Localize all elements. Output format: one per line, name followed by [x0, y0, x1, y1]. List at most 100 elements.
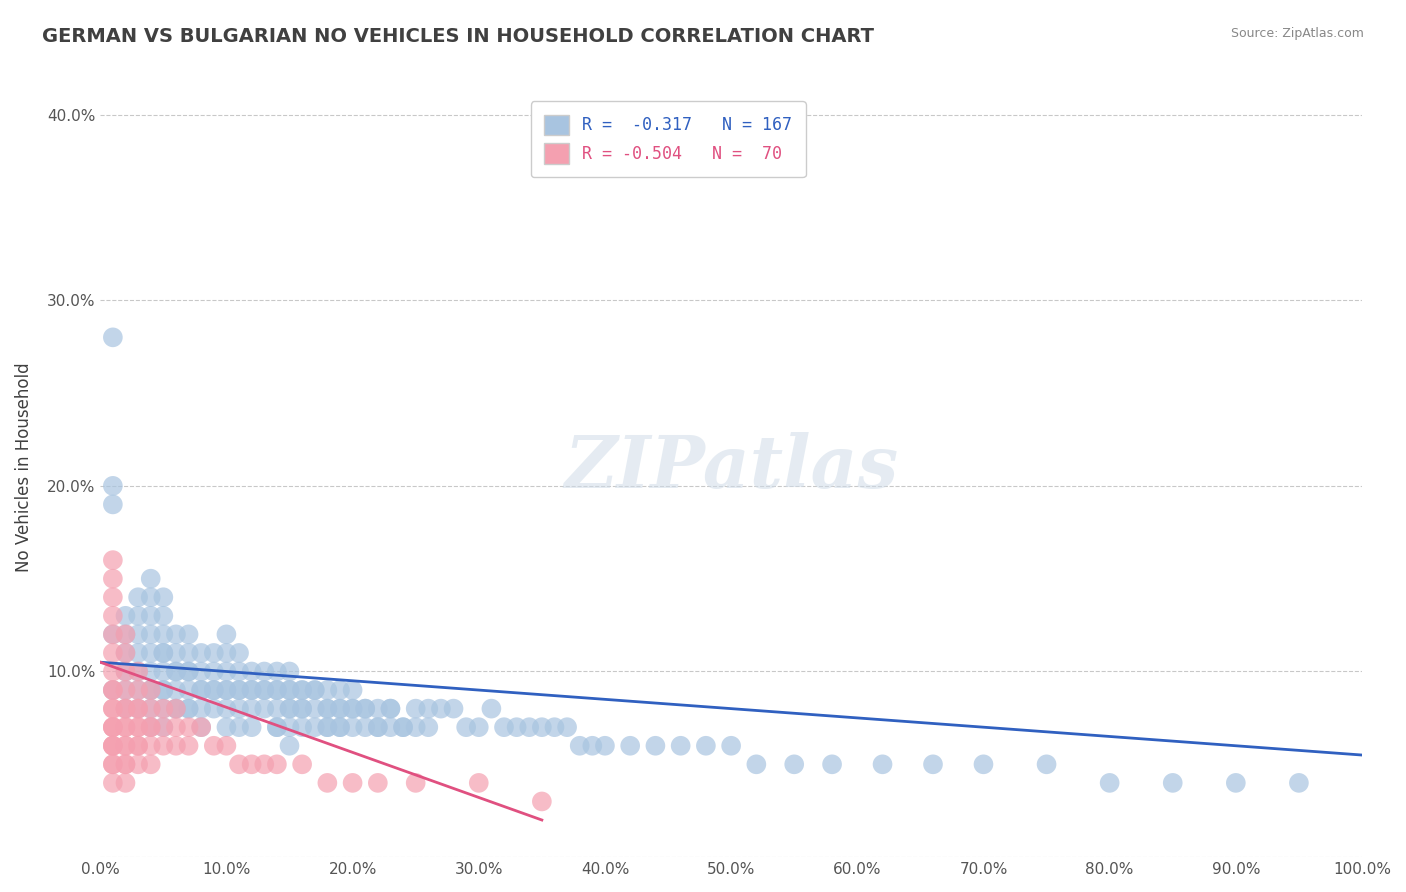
- Bulgarians: [127, 720, 149, 734]
- Germans: [139, 683, 162, 698]
- Germans: [492, 720, 515, 734]
- Germans: [291, 683, 314, 698]
- Germans: [139, 627, 162, 641]
- Germans: [266, 720, 288, 734]
- Germans: [228, 665, 250, 679]
- Germans: [240, 683, 263, 698]
- Germans: [329, 683, 352, 698]
- Bulgarians: [114, 701, 136, 715]
- Germans: [190, 683, 212, 698]
- Germans: [418, 701, 440, 715]
- Germans: [215, 646, 238, 660]
- Germans: [240, 701, 263, 715]
- Germans: [468, 720, 491, 734]
- Germans: [152, 608, 174, 623]
- Bulgarians: [114, 683, 136, 698]
- Germans: [278, 683, 301, 698]
- Germans: [278, 665, 301, 679]
- Germans: [329, 701, 352, 715]
- Bulgarians: [114, 701, 136, 715]
- Germans: [139, 665, 162, 679]
- Bulgarians: [152, 701, 174, 715]
- Germans: [405, 720, 427, 734]
- Germans: [165, 701, 187, 715]
- Germans: [922, 757, 945, 772]
- Bulgarians: [253, 757, 276, 772]
- Germans: [228, 683, 250, 698]
- Germans: [177, 683, 200, 698]
- Germans: [139, 608, 162, 623]
- Bulgarians: [291, 757, 314, 772]
- Germans: [316, 720, 339, 734]
- Germans: [695, 739, 717, 753]
- Germans: [165, 646, 187, 660]
- Germans: [177, 701, 200, 715]
- Germans: [190, 646, 212, 660]
- Bulgarians: [139, 757, 162, 772]
- Germans: [215, 683, 238, 698]
- Bulgarians: [114, 739, 136, 753]
- Germans: [568, 739, 591, 753]
- Germans: [479, 701, 502, 715]
- Bulgarians: [101, 683, 124, 698]
- Bulgarians: [114, 720, 136, 734]
- Germans: [114, 608, 136, 623]
- Bulgarians: [101, 646, 124, 660]
- Germans: [228, 720, 250, 734]
- Germans: [517, 720, 540, 734]
- Germans: [215, 701, 238, 715]
- Bulgarians: [127, 739, 149, 753]
- Bulgarians: [114, 739, 136, 753]
- Germans: [418, 720, 440, 734]
- Bulgarians: [114, 720, 136, 734]
- Bulgarians: [101, 720, 124, 734]
- Germans: [291, 720, 314, 734]
- Germans: [745, 757, 768, 772]
- Bulgarians: [139, 739, 162, 753]
- Bulgarians: [202, 739, 225, 753]
- Germans: [720, 739, 742, 753]
- Bulgarians: [101, 701, 124, 715]
- Germans: [367, 701, 389, 715]
- Bulgarians: [101, 720, 124, 734]
- Germans: [266, 683, 288, 698]
- Germans: [114, 683, 136, 698]
- Germans: [278, 720, 301, 734]
- Bulgarians: [152, 720, 174, 734]
- Germans: [304, 683, 326, 698]
- Bulgarians: [165, 701, 187, 715]
- Bulgarians: [101, 757, 124, 772]
- Germans: [202, 646, 225, 660]
- Germans: [127, 701, 149, 715]
- Germans: [342, 701, 364, 715]
- Bulgarians: [240, 757, 263, 772]
- Bulgarians: [101, 683, 124, 698]
- Bulgarians: [101, 701, 124, 715]
- Germans: [266, 720, 288, 734]
- Bulgarians: [316, 776, 339, 790]
- Bulgarians: [114, 776, 136, 790]
- Bulgarians: [114, 646, 136, 660]
- Germans: [139, 572, 162, 586]
- Y-axis label: No Vehicles in Household: No Vehicles in Household: [15, 362, 32, 572]
- Germans: [972, 757, 994, 772]
- Germans: [1035, 757, 1057, 772]
- Germans: [266, 665, 288, 679]
- Germans: [215, 665, 238, 679]
- Germans: [228, 646, 250, 660]
- Germans: [644, 739, 666, 753]
- Germans: [202, 683, 225, 698]
- Germans: [367, 720, 389, 734]
- Germans: [669, 739, 692, 753]
- Germans: [177, 646, 200, 660]
- Germans: [139, 591, 162, 605]
- Bulgarians: [127, 701, 149, 715]
- Text: GERMAN VS BULGARIAN NO VEHICLES IN HOUSEHOLD CORRELATION CHART: GERMAN VS BULGARIAN NO VEHICLES IN HOUSE…: [42, 27, 875, 45]
- Germans: [329, 720, 352, 734]
- Germans: [278, 683, 301, 698]
- Germans: [593, 739, 616, 753]
- Text: Source: ZipAtlas.com: Source: ZipAtlas.com: [1230, 27, 1364, 40]
- Germans: [190, 665, 212, 679]
- Germans: [821, 757, 844, 772]
- Germans: [253, 665, 276, 679]
